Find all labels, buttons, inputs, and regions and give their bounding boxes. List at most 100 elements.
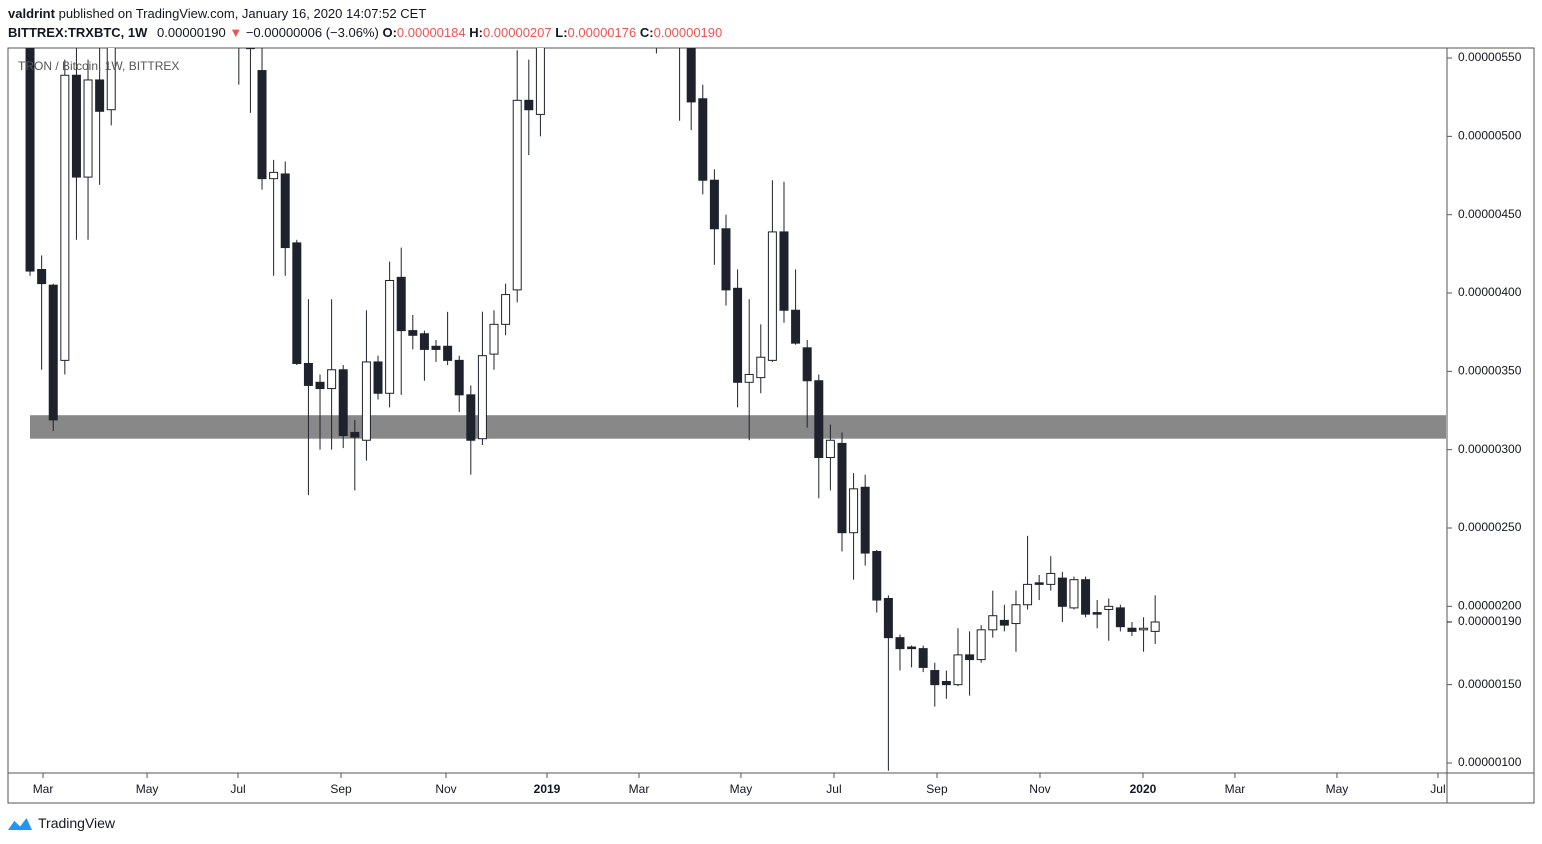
candle-body	[883, 597, 893, 639]
candle-body	[338, 369, 348, 437]
candle-body	[1139, 627, 1149, 631]
candle-body	[1092, 612, 1102, 615]
x-tick-label: Nov	[1029, 782, 1050, 796]
ohlc-label: C:	[639, 25, 654, 40]
candle-body	[1127, 627, 1137, 632]
y-tick-label: 0.00000250	[1458, 520, 1522, 534]
candle-body	[419, 333, 429, 350]
x-tick-label: Mar	[629, 782, 650, 796]
candle-body	[941, 681, 951, 686]
logo-text: TradingView	[38, 815, 116, 831]
ohlc-label: L:	[555, 25, 568, 40]
candle-body	[918, 648, 928, 668]
y-tick-label: 0.00000200	[1458, 598, 1522, 612]
candle-body	[976, 629, 986, 661]
chart-legend: TRON / Bitcoin, 1W, BITTREX	[18, 59, 179, 73]
candle-body	[802, 347, 812, 382]
y-tick-label: 0.00000400	[1458, 285, 1522, 299]
candle-body	[988, 615, 998, 631]
candle-body	[512, 99, 522, 291]
footer: TradingView	[6, 814, 115, 832]
change-arrow: ▼	[229, 25, 243, 40]
candle-body	[71, 74, 81, 178]
candle-body	[1057, 577, 1067, 607]
candle-body	[779, 231, 789, 311]
candle-body	[280, 173, 290, 249]
candle-body	[1081, 579, 1091, 615]
candle-body	[709, 179, 719, 230]
candle-body	[327, 369, 337, 390]
plot-area	[25, 0, 1446, 771]
candle-body	[106, 48, 116, 111]
candle-body	[1150, 621, 1160, 632]
candle-body	[443, 345, 453, 361]
candle-body	[1046, 572, 1056, 585]
y-tick-label: 0.00000350	[1458, 364, 1522, 378]
candle-body	[396, 276, 406, 332]
candle-body	[744, 373, 754, 383]
candle-body	[1104, 605, 1114, 610]
candle-body	[814, 380, 824, 458]
ohlc-label: O:	[382, 25, 397, 40]
candle-body	[837, 442, 847, 534]
change: −0.00000006 (−3.06%)	[245, 25, 379, 40]
axes: 0.00000100 0.00000150 0.00000200 0.00000250…	[33, 50, 1522, 796]
candle-body	[535, 48, 545, 115]
candle-body	[385, 279, 395, 394]
candle-body	[825, 439, 835, 458]
candle-body	[60, 74, 70, 361]
x-tick-label: Jul	[230, 782, 245, 796]
x-tick-label: Jul	[1430, 782, 1445, 796]
candle-body	[733, 287, 743, 383]
candle-body	[350, 431, 360, 438]
candle-body	[257, 70, 267, 180]
candle-body	[767, 231, 777, 361]
x-tick-label: Jul	[826, 782, 841, 796]
candle-body	[1115, 607, 1125, 628]
candle-body	[907, 646, 917, 650]
candle-body	[292, 242, 302, 365]
ohlc-value: 0.00000190	[653, 25, 723, 40]
candle-body	[686, 48, 696, 103]
y-tick-label: 0.00000100	[1458, 755, 1522, 769]
candle-body	[698, 98, 708, 181]
support-zone	[30, 415, 1446, 439]
candle-body	[1023, 583, 1033, 606]
candle-body	[466, 394, 476, 441]
symbol-line: BITTREX:TRXBTC, 1W 0.00000190 ▼ −0.00000…	[8, 25, 722, 40]
y-tick-label: 0.00000150	[1458, 677, 1522, 691]
candle-body	[676, 0, 684, 27]
candle-body	[965, 654, 975, 661]
author: valdrint	[8, 6, 55, 21]
candle-body	[431, 345, 441, 350]
candle-body	[1034, 582, 1044, 585]
y-tick-label: 0.00000450	[1458, 207, 1522, 221]
x-tick-label: 2019	[534, 782, 561, 796]
symbol: BITTREX:TRXBTC, 1W	[8, 25, 148, 40]
x-tick-label: Sep	[926, 782, 948, 796]
candle-body	[930, 670, 940, 686]
y-tick-label: 0.00000300	[1458, 442, 1522, 456]
candle-body	[652, 0, 660, 11]
y-tick-label: 0.00000550	[1458, 50, 1522, 64]
candle-body	[489, 323, 499, 355]
candle-body	[791, 309, 801, 344]
candle-body	[477, 355, 487, 440]
logo-icon	[8, 816, 32, 830]
candle-body	[895, 637, 905, 650]
x-tick-label: 2020	[1130, 782, 1157, 796]
x-tick-label: Mar	[33, 782, 54, 796]
candle-body	[999, 619, 1009, 626]
ohlc-label: H:	[469, 25, 483, 40]
candle-body	[524, 99, 534, 111]
publish-info: published on TradingView.com, January 16…	[58, 6, 427, 21]
x-tick-label: Sep	[330, 782, 352, 796]
x-tick-label: May	[136, 782, 159, 796]
candle-body	[860, 486, 870, 554]
candle-body	[1069, 579, 1079, 609]
candle-body	[373, 361, 383, 394]
candle-body	[95, 79, 105, 112]
x-tick-label: Nov	[435, 782, 456, 796]
y-tick-label: 0.00000500	[1458, 129, 1522, 143]
